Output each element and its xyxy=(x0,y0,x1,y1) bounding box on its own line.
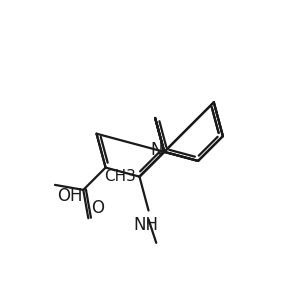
Text: OH: OH xyxy=(57,187,83,205)
Text: CH3: CH3 xyxy=(104,169,136,184)
Text: O: O xyxy=(91,199,104,217)
Text: NH: NH xyxy=(133,216,158,234)
Text: N: N xyxy=(150,141,163,159)
